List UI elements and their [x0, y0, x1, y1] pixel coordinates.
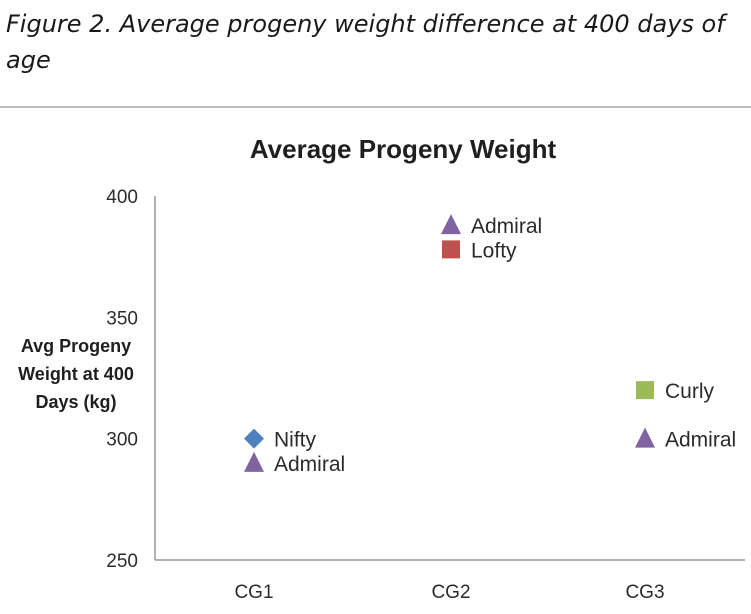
point-label: Nifty — [274, 429, 317, 452]
scatter-chart: Average Progeny Weight Avg Progeny Weight… — [18, 134, 745, 603]
point-label: Admiral — [665, 429, 736, 452]
chart-axes — [154, 196, 745, 561]
point-label: Curly — [665, 380, 715, 403]
y-axis-label-line: Days (kg) — [35, 392, 116, 412]
point-label: Lofty — [471, 239, 517, 262]
x-tick-label: CG2 — [431, 582, 470, 603]
triangle-marker — [441, 214, 461, 235]
triangle-marker — [635, 427, 655, 448]
point-label: Admiral — [471, 215, 542, 238]
y-axis-label-line: Weight at 400 — [18, 364, 134, 384]
y-tick-label: 350 — [106, 308, 138, 329]
caption-divider — [0, 106, 751, 108]
chart-title: Average Progeny Weight — [250, 134, 557, 164]
square-marker — [636, 381, 654, 400]
x-tick-label: CG3 — [625, 582, 664, 603]
point-label: Admiral — [274, 453, 345, 476]
y-tick-label: 250 — [106, 551, 138, 572]
diamond-marker — [244, 428, 264, 449]
data-point: Admiral — [244, 451, 345, 476]
x-axis-ticks: CG1 CG2 CG3 — [234, 582, 664, 603]
y-axis-label: Avg Progeny Weight at 400 Days (kg) — [18, 336, 134, 412]
triangle-marker — [244, 451, 264, 472]
data-point: Admiral — [441, 214, 542, 238]
square-marker — [442, 240, 460, 259]
data-point: Curly — [636, 380, 715, 403]
y-axis-label-line: Avg Progeny — [21, 336, 131, 356]
figure-caption: Figure 2. Average progeny weight differe… — [6, 10, 725, 74]
y-axis-ticks: 400 350 300 250 — [106, 187, 138, 572]
y-tick-label: 400 — [106, 187, 138, 208]
data-point: Admiral — [635, 427, 736, 452]
y-tick-label: 300 — [106, 430, 138, 451]
data-point: Lofty — [442, 239, 517, 262]
x-tick-label: CG1 — [234, 582, 273, 603]
data-point: Nifty — [244, 428, 317, 452]
